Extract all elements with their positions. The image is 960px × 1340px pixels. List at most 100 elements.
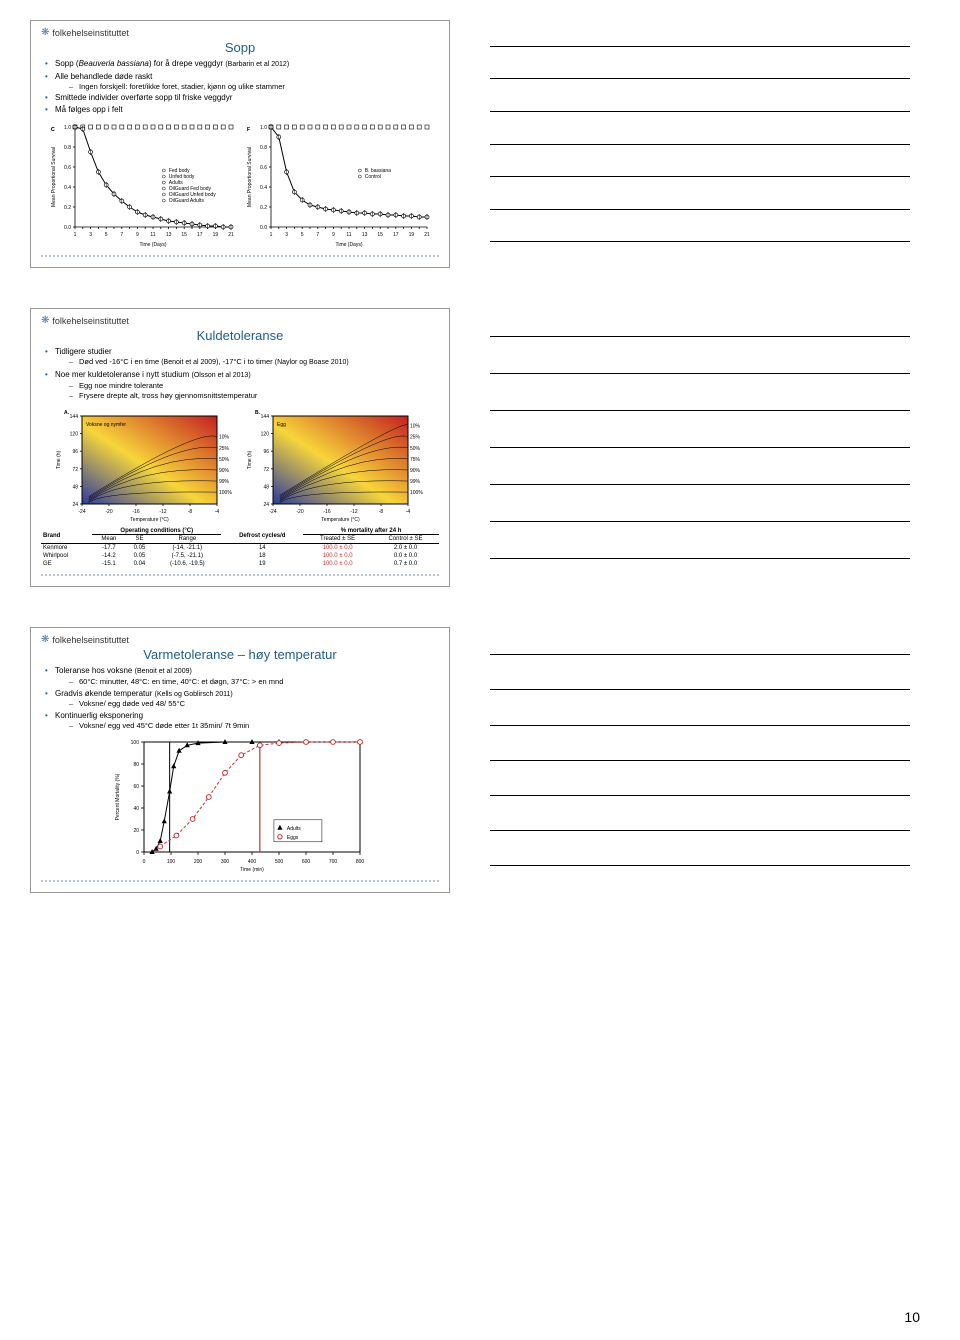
bullet: Kontinuerlig eksponering Voksne/ egg ved… [45,711,439,730]
logo-icon: ❋ [41,634,49,645]
slide-sopp: ❋ folkehelseinstituttet Sopp Sopp (Beauv… [30,20,450,268]
svg-text:Time (Days): Time (Days) [139,242,166,248]
logo: ❋ folkehelseinstituttet [41,315,439,326]
svg-text:1: 1 [74,232,77,238]
svg-text:Temperature (°C): Temperature (°C) [321,517,360,523]
svg-text:7: 7 [316,232,319,238]
svg-text:-12: -12 [159,509,166,515]
slide-kulde: ❋ folkehelseinstituttet Kuldetoleranse T… [30,308,450,587]
chart-f: FF0.00.20.40.60.81.013579111315171921Mea… [243,119,433,249]
svg-text:20: 20 [133,828,139,834]
svg-text:0.8: 0.8 [64,145,71,151]
bullet: Alle behandlede døde raskt Ingen forskje… [45,72,439,91]
svg-text:Time (min): Time (min) [240,867,264,873]
svg-text:10%: 10% [410,424,421,430]
logo: ❋ folkehelseinstituttet [41,634,439,645]
svg-text:72: 72 [72,467,78,473]
svg-text:75%: 75% [410,457,421,463]
footer-divider [41,880,439,884]
slide1-bullets: Sopp (Beauveria bassiana) for å drepe ve… [41,59,439,115]
svg-text:19: 19 [213,232,219,238]
logo-icon: ❋ [41,27,49,38]
svg-text:24: 24 [72,502,78,508]
svg-text:13: 13 [362,232,368,238]
svg-text:700: 700 [329,859,338,865]
svg-text:19: 19 [409,232,415,238]
svg-text:11: 11 [150,232,155,238]
panel-b: B.Egg100%99%90%75%50%25%10%-24-20-16-12-… [243,404,428,524]
svg-text:400: 400 [248,859,257,865]
svg-text:0.8: 0.8 [260,145,267,151]
svg-text:99%: 99% [410,479,421,485]
svg-text:15: 15 [377,232,383,238]
svg-text:96: 96 [263,450,269,456]
svg-text:-20: -20 [296,509,303,515]
svg-text:600: 600 [302,859,311,865]
bullet: Sopp (Beauveria bassiana) for å drepe ve… [45,59,439,70]
sub-bullet: Voksne/ egg døde ved 48/ 55°C [69,699,439,708]
notes-lines-2 [490,308,910,587]
svg-text:10%: 10% [219,435,230,441]
svg-text:1: 1 [270,232,273,238]
svg-text:17: 17 [393,232,399,238]
svg-text:-24: -24 [269,509,276,515]
svg-text:0.2: 0.2 [260,205,267,211]
svg-text:40: 40 [133,806,139,812]
svg-text:Temperature (°C): Temperature (°C) [130,517,169,523]
svg-text:100%: 100% [410,490,423,496]
footer-divider [41,574,439,578]
svg-text:80: 80 [133,762,139,768]
svg-text:500: 500 [275,859,284,865]
svg-text:7: 7 [120,232,123,238]
svg-text:120: 120 [70,432,79,438]
logo-text: folkehelseinstituttet [52,635,129,645]
svg-text:-8: -8 [379,509,384,515]
svg-text:Time (h): Time (h) [56,451,62,470]
svg-text:50%: 50% [410,446,421,452]
svg-text:5: 5 [105,232,108,238]
slide-varme: ❋ folkehelseinstituttet Varmetoleranse –… [30,627,450,893]
logo-icon: ❋ [41,315,49,326]
svg-text:17: 17 [197,232,203,238]
svg-text:Time (Days): Time (Days) [335,242,362,248]
freezer-table: BrandOperating conditions (°C)Defrost cy… [41,528,439,568]
svg-text:0.4: 0.4 [260,185,267,191]
svg-text:9: 9 [136,232,139,238]
notes-lines-3 [490,627,910,893]
svg-text:120: 120 [261,432,270,438]
sub-bullet: Frysere drepte alt, tross høy gjennomsni… [69,391,439,400]
svg-text:144: 144 [261,414,270,420]
logo-text: folkehelseinstituttet [52,28,129,38]
svg-text:C: C [51,127,55,133]
svg-text:48: 48 [263,485,269,491]
bullet: Smittede individer overførte sopp til fr… [45,93,439,103]
svg-text:9: 9 [332,232,335,238]
svg-text:5: 5 [301,232,304,238]
bullet: Toleranse hos voksne (Benoit et al 2009)… [45,666,439,686]
svg-text:99%: 99% [219,479,230,485]
bullet: Tidligere studier Død ved -16°C i en tim… [45,347,439,368]
svg-text:60: 60 [133,784,139,790]
svg-text:0.6: 0.6 [260,165,267,171]
svg-text:13: 13 [166,232,172,238]
chart-c: CC0.00.20.40.60.81.013579111315171921Mea… [47,119,237,249]
logo: ❋ folkehelseinstituttet [41,27,439,38]
svg-text:90%: 90% [219,468,230,474]
svg-text:-16: -16 [323,509,330,515]
svg-text:3: 3 [285,232,288,238]
svg-text:200: 200 [194,859,203,865]
svg-text:0: 0 [136,850,139,856]
logo-text: folkehelseinstituttet [52,316,129,326]
slide2-bullets: Tidligere studier Død ved -16°C i en tim… [41,347,439,400]
svg-text:11: 11 [346,232,351,238]
svg-text:0: 0 [143,859,146,865]
svg-text:-20: -20 [105,509,112,515]
svg-text:144: 144 [70,414,79,420]
sub-bullet: Egg noe mindre tolerante [69,381,439,390]
svg-text:15: 15 [181,232,187,238]
svg-text:Adults: Adults [287,826,301,832]
svg-text:48: 48 [72,485,78,491]
svg-text:Time (h): Time (h) [247,451,253,470]
mortality-chart-box: 0100200300400500600700800020406080100Tim… [41,734,439,874]
svg-text:25%: 25% [410,435,421,441]
